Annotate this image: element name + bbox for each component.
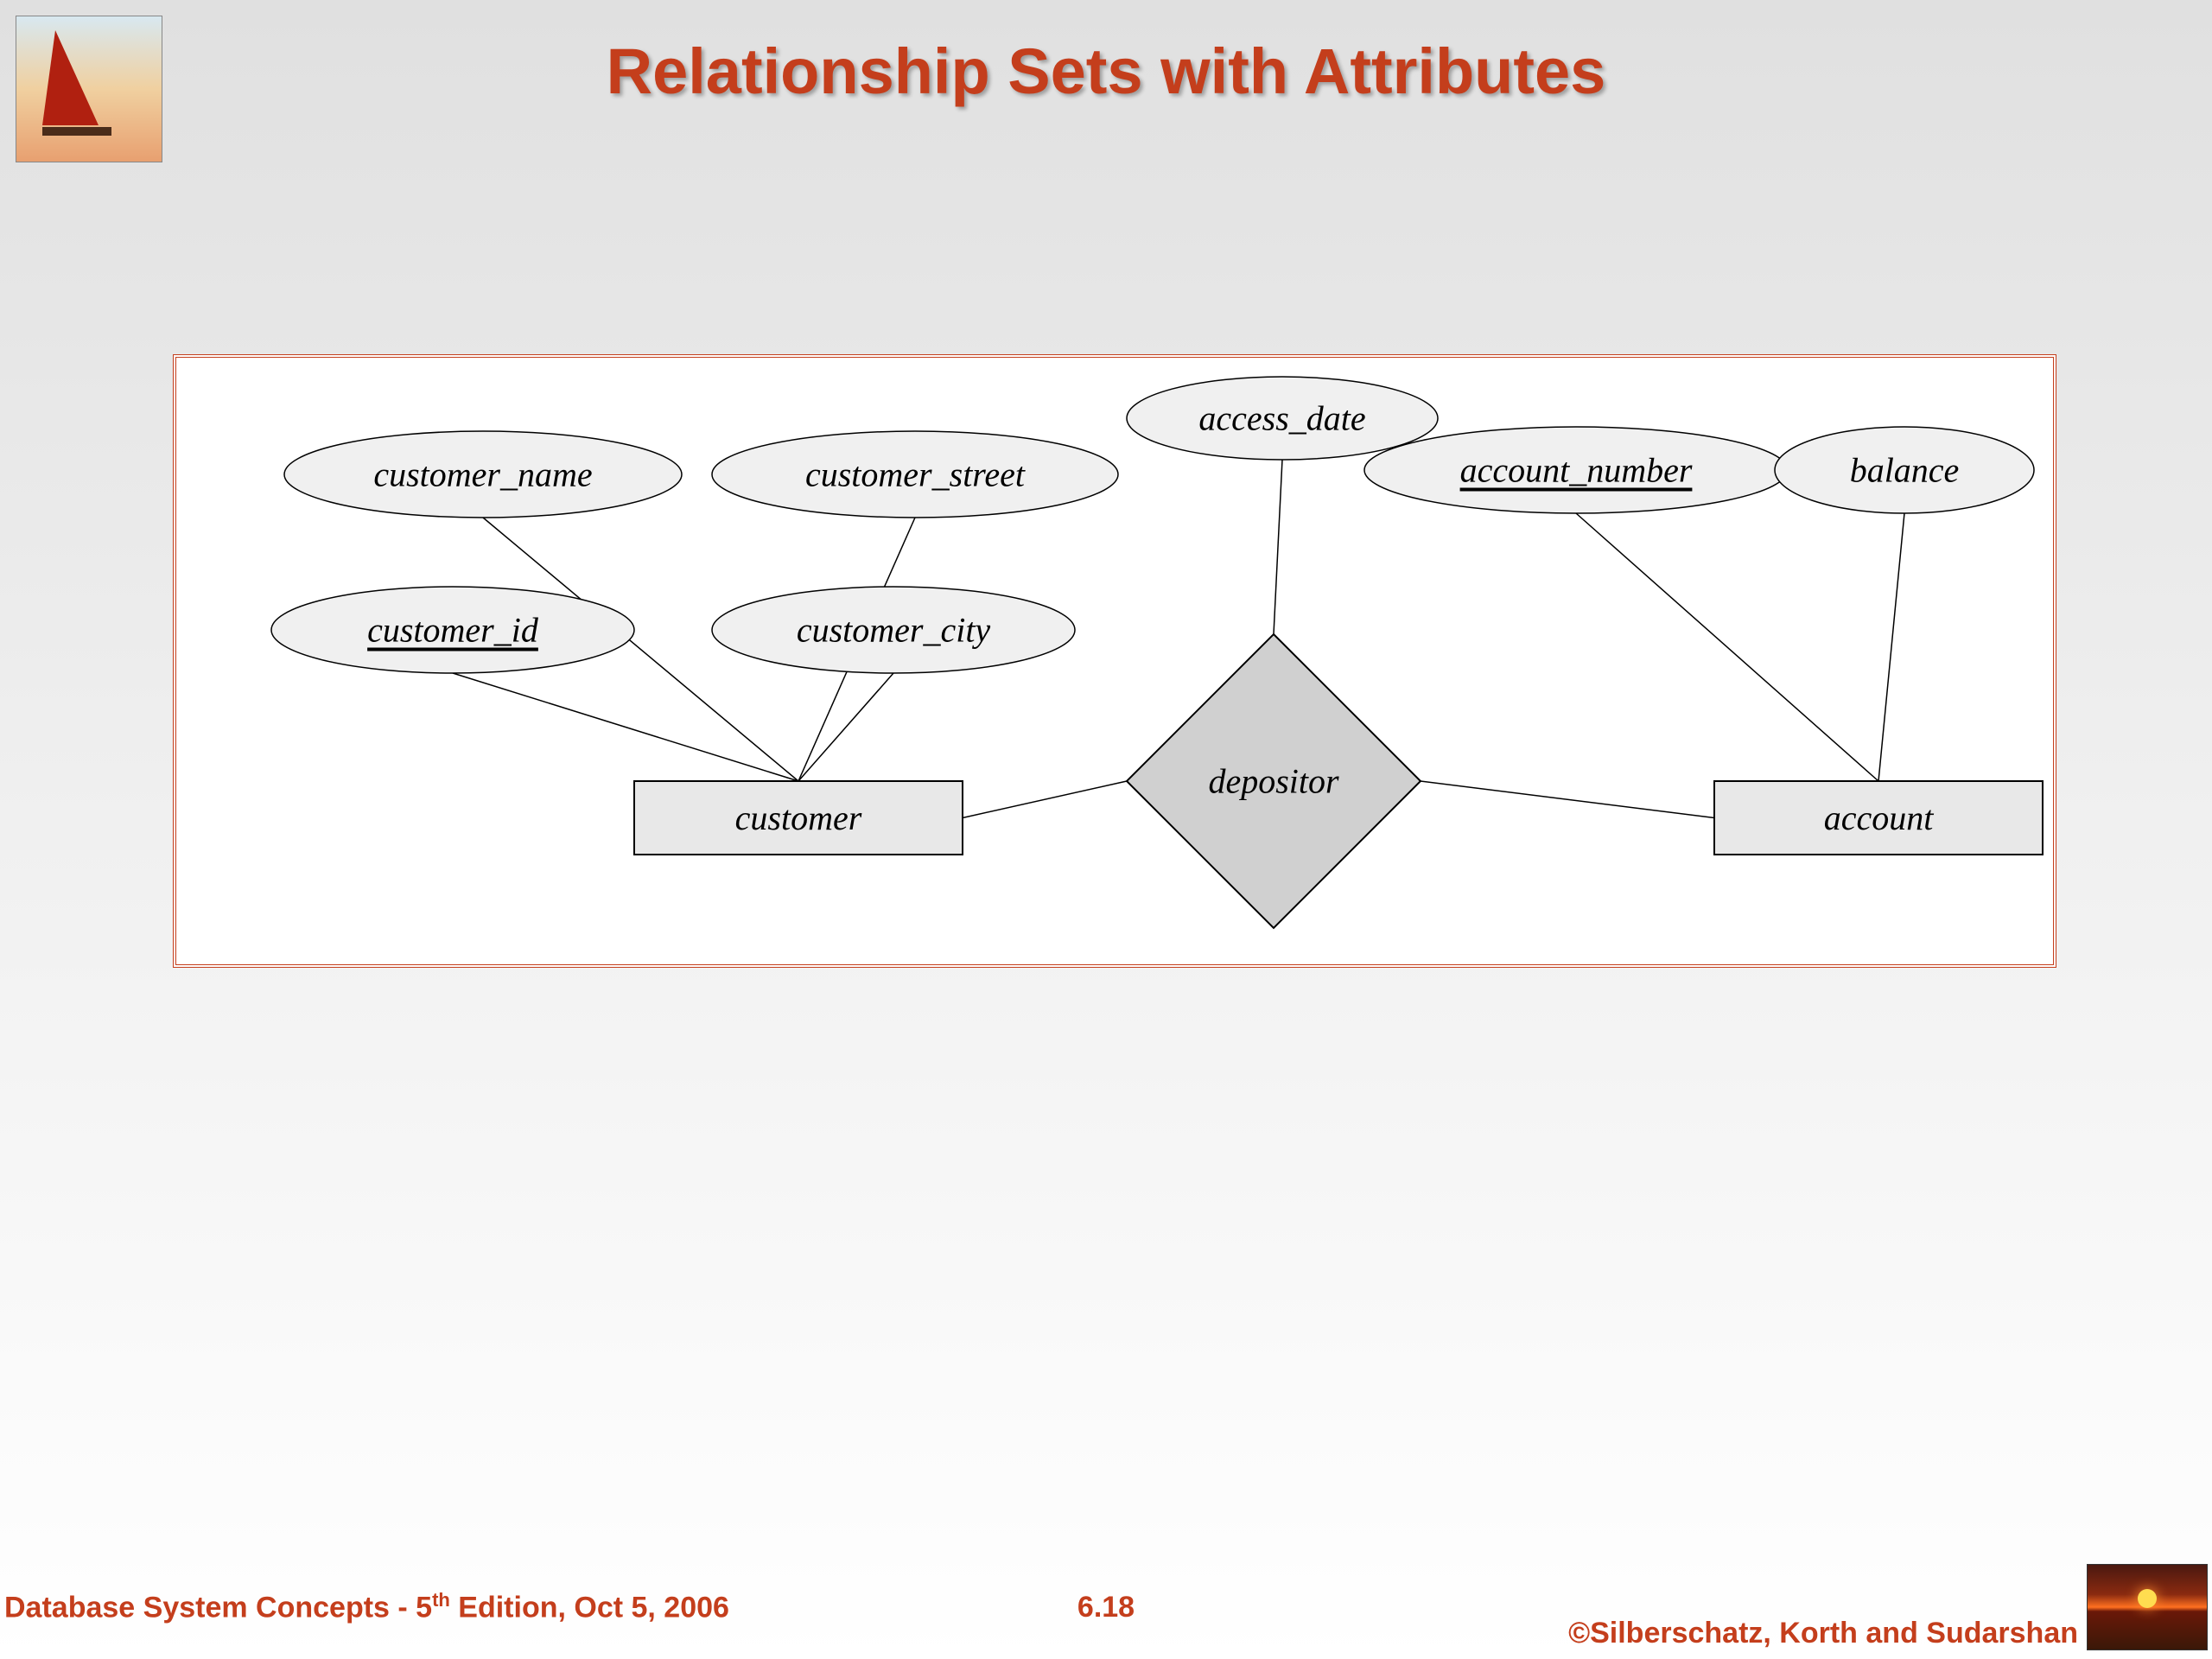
svg-text:depositor: depositor — [1208, 762, 1339, 801]
slide-footer: Database System Concepts - 5th Edition, … — [0, 1564, 2212, 1650]
svg-text:customer_street: customer_street — [805, 455, 1026, 494]
footer-right: ©Silberschatz, Korth and Sudarshan — [1568, 1564, 2208, 1650]
svg-text:account: account — [1824, 798, 1935, 837]
footer-copyright: ©Silberschatz, Korth and Sudarshan — [1568, 1617, 2078, 1650]
footer-book-info: Database System Concepts - 5th Edition, … — [4, 1589, 729, 1624]
svg-text:customer: customer — [735, 798, 862, 837]
svg-text:access_date: access_date — [1198, 399, 1365, 438]
footer-page-number: 6.18 — [1077, 1591, 1135, 1624]
slide-title: Relationship Sets with Attributes — [0, 35, 2212, 108]
svg-text:balance: balance — [1850, 451, 1960, 490]
er-diagram-svg: customeraccountdepositorcustomer_namecus… — [176, 358, 2053, 964]
svg-text:customer_name: customer_name — [373, 455, 592, 494]
svg-text:customer_city: customer_city — [797, 611, 991, 650]
svg-text:account_number: account_number — [1460, 451, 1693, 490]
sunset-thumbnail-icon — [2087, 1564, 2208, 1650]
svg-text:customer_id: customer_id — [367, 611, 539, 650]
er-diagram-frame: customeraccountdepositorcustomer_namecus… — [173, 354, 2056, 968]
